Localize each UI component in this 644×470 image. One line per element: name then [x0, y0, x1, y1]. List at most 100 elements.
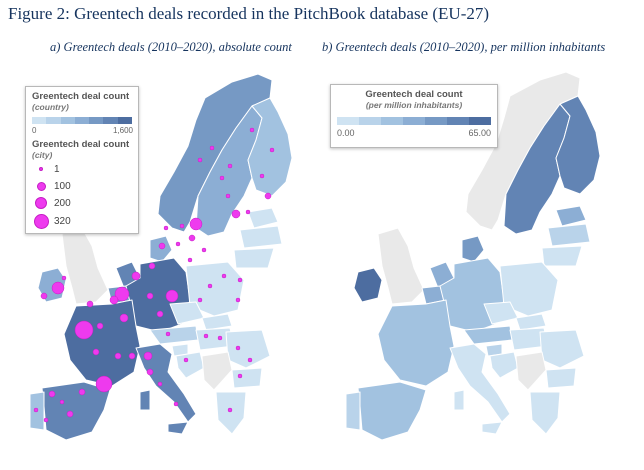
- legend-size-label-1: 1: [54, 163, 60, 175]
- country-estonia-b: [555, 205, 587, 227]
- ramp-step-0: [32, 117, 47, 124]
- legend-a-max: 1,600: [112, 126, 133, 135]
- city-bubble: [163, 225, 169, 231]
- country-ireland-b: [353, 267, 383, 303]
- city-bubble: [156, 310, 164, 318]
- city-bubble: [173, 401, 179, 407]
- city-bubble: [146, 292, 154, 300]
- city-bubble: [237, 373, 243, 379]
- legend-a-country-title: Greentech deal count: [32, 91, 130, 102]
- country-slovakia: [201, 313, 233, 331]
- city-bubble: [43, 417, 49, 423]
- country-bulgaria-b: [545, 367, 577, 389]
- figure-title: Figure 2: Greentech deals recorded in th…: [8, 4, 490, 23]
- country-lithuania: [233, 247, 275, 269]
- city-bubble: [259, 173, 265, 179]
- legend-size-1: 1: [32, 161, 60, 177]
- city-bubble: [61, 275, 67, 281]
- city-bubble: [128, 352, 136, 360]
- ramp-step-1: [46, 117, 61, 124]
- city-bubble: [245, 209, 251, 215]
- city-bubble: [235, 297, 241, 303]
- city-bubble: [227, 163, 233, 169]
- legend-size-label-320: 320: [54, 215, 71, 227]
- city-bubble: [146, 368, 154, 376]
- legend-size-320: 320: [32, 213, 71, 229]
- city-bubble: [143, 351, 153, 361]
- city-bubble: [148, 262, 156, 270]
- city-bubble: [247, 357, 253, 363]
- city-bubble: [114, 286, 130, 302]
- legend-b-max: 65.00: [468, 128, 491, 138]
- ramp-step-3: [74, 117, 90, 124]
- city-bubble: [78, 388, 86, 396]
- city-bubble: [183, 357, 189, 363]
- city-bubble: [109, 295, 119, 305]
- city-bubble: [249, 127, 255, 133]
- city-bubble: [179, 223, 185, 229]
- city-bubble: [235, 345, 241, 351]
- country-greece: [215, 391, 247, 435]
- city-bubble: [33, 407, 39, 413]
- country-croatia: [175, 351, 205, 379]
- city-bubble: [96, 322, 104, 330]
- city-bubble: [207, 283, 213, 289]
- city-bubble: [40, 292, 48, 300]
- legend-b-title: Greentech deal count: [365, 89, 463, 100]
- legend-size-label-100: 100: [54, 180, 71, 192]
- map-b-subtitle: b) Greentech deals (2010–2020), per mill…: [322, 40, 606, 54]
- legend-bubble-200: [35, 197, 47, 209]
- non-eu-uk-b: [377, 227, 425, 305]
- city-bubble: [59, 399, 65, 405]
- legend-b-sub: (per million inhabitants): [365, 100, 463, 110]
- city-bubble: [165, 289, 179, 303]
- country-italy-sicily: [167, 421, 189, 435]
- city-bubble: [92, 348, 100, 356]
- country-italy-sardinia: [139, 389, 151, 411]
- country-estonia: [247, 207, 279, 229]
- ramp-step-1: [359, 117, 381, 125]
- ramp-step-2: [60, 117, 75, 124]
- city-bubble: [221, 273, 227, 279]
- legend-a: Greentech deal count (country) 0 1,600 G…: [25, 86, 139, 234]
- non-eu-balkans: [201, 351, 233, 391]
- city-bubble: [225, 193, 231, 199]
- country-latvia: [239, 225, 283, 249]
- city-bubble: [269, 147, 275, 153]
- country-finland-b: [555, 95, 601, 195]
- city-bubble: [157, 381, 163, 387]
- city-bubble: [209, 145, 215, 151]
- city-bubble: [227, 407, 233, 413]
- city-bubble: [201, 247, 207, 253]
- city-bubble: [95, 375, 113, 393]
- legend-b-min: 0.00: [337, 128, 355, 138]
- legend-a-country-sub: (country): [32, 102, 69, 112]
- city-bubble: [74, 320, 94, 340]
- country-lithuania-b: [541, 245, 583, 267]
- city-bubble: [165, 331, 171, 337]
- country-greece-b: [529, 391, 561, 435]
- ramp-step-4: [89, 117, 104, 124]
- ramp-step-2: [381, 117, 403, 125]
- ramp-step-5: [447, 117, 469, 125]
- city-bubble: [189, 217, 203, 231]
- legend-size-100: 100: [32, 178, 71, 194]
- city-bubble: [158, 242, 166, 250]
- city-bubble: [203, 333, 209, 339]
- ramp-step-6: [469, 117, 491, 125]
- map-a-subtitle: a) Greentech deals (2010–2020), absolute…: [50, 40, 292, 54]
- city-bubble: [51, 281, 65, 295]
- city-bubble: [187, 257, 193, 263]
- country-slovakia-b: [515, 313, 547, 331]
- ramp-step-6: [117, 117, 132, 124]
- legend-a-city-sub: (city): [32, 150, 53, 160]
- city-bubble: [219, 175, 225, 181]
- city-bubble: [48, 390, 56, 398]
- legend-b-color-ramp: [337, 117, 491, 125]
- country-finland: [247, 97, 293, 197]
- city-bubbles: [33, 127, 275, 423]
- ramp-step-4: [425, 117, 447, 125]
- country-croatia-b: [489, 351, 519, 379]
